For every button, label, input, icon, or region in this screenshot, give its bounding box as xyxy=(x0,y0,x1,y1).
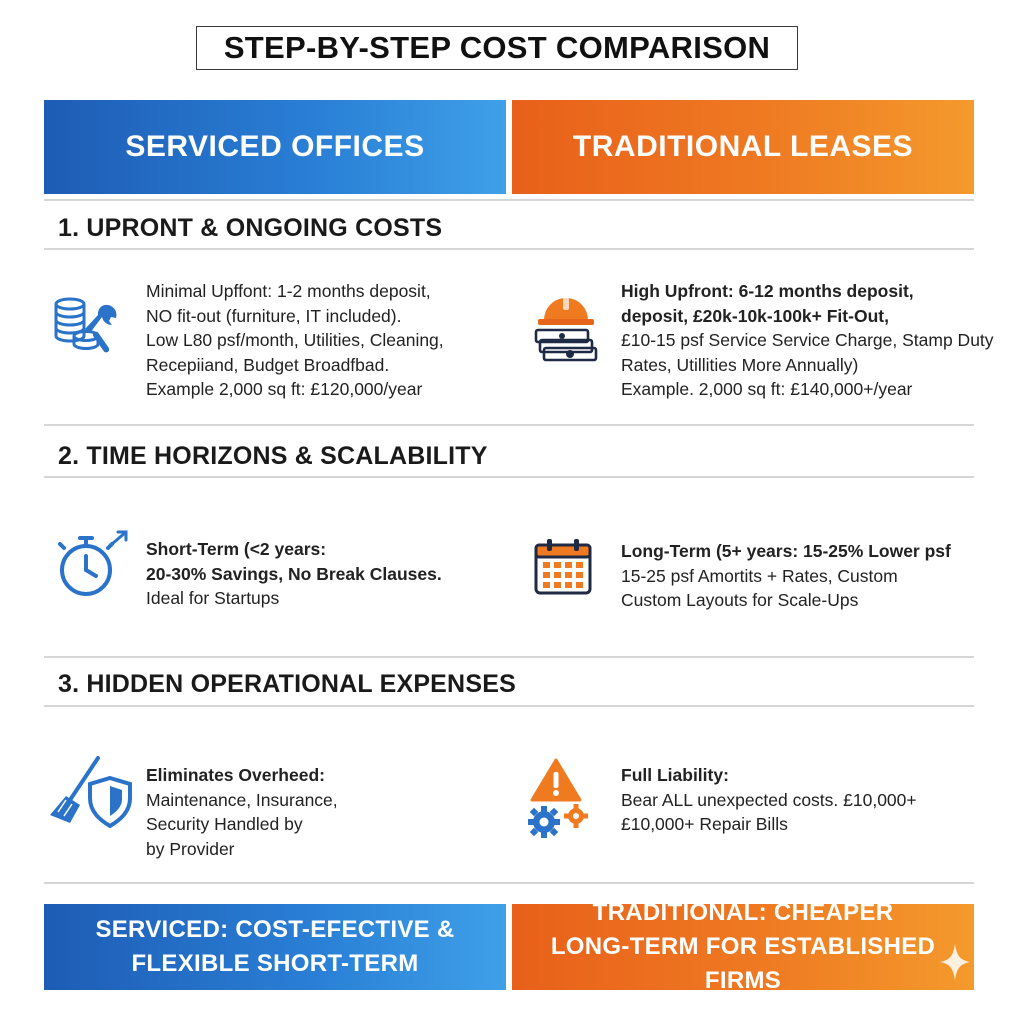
page-title: STEP-BY-STEP COST COMPARISON xyxy=(196,26,798,70)
footer-line: FLEXIBLE SHORT-TERM xyxy=(131,950,419,977)
calendar-icon xyxy=(533,537,593,602)
text-line: deposit, £20k-10k-100k+ Fit-Out, xyxy=(621,305,889,326)
footer-line: TRADITIONAL: CHEAPER xyxy=(592,899,894,926)
text-line: Custom Layouts for Scale-Ups xyxy=(621,590,859,610)
text-line: Eliminates Overheed: xyxy=(146,765,325,785)
text-line: Example 2,000 sq ft: £120,000/year xyxy=(146,379,423,399)
serviced-upfront-text: Minimal Upffont: 1-2 months deposit, NO … xyxy=(146,279,444,402)
text-line: Recepiiand, Budget Broadfbad. xyxy=(146,354,390,375)
text-line: Bear ALL unexpected costs. £10,000+ xyxy=(621,789,917,810)
text-line: Example. 2,000 sq ft: £140,000+/year xyxy=(621,379,913,399)
section-heading-time: 2. TIME HORIZONS & SCALABILITY xyxy=(58,442,488,470)
text-line: 20-30% Savings, No Break Clauses. xyxy=(146,563,442,584)
section-heading-hidden: 3. HIDDEN OPERATIONAL EXPENSES xyxy=(58,670,516,698)
text-line: 15-25 psf Amortits + Rates, Custom xyxy=(621,565,898,586)
divider xyxy=(44,199,974,201)
stopwatch-icon xyxy=(54,530,134,607)
traditional-hidden-text: Full Liability: Bear ALL unexpected cost… xyxy=(621,763,917,837)
text-line: Ideal for Startups xyxy=(146,588,280,608)
broom-shield-icon xyxy=(46,754,136,833)
text-line: Security Handled by xyxy=(146,814,303,834)
divider xyxy=(44,882,974,884)
column-header-traditional: TRADITIONAL LEASES xyxy=(512,100,974,194)
footer-traditional-summary: TRADITIONAL: CHEAPER LONG-TERM FOR ESTAB… xyxy=(512,899,974,994)
serviced-hidden-text: Eliminates Overheed: Maintenance, Insura… xyxy=(146,763,338,861)
text-line: £10,000+ Repair Bills xyxy=(621,814,788,834)
text-line: Minimal Upffont: 1-2 months deposit, xyxy=(146,281,431,301)
divider xyxy=(44,424,974,426)
footer-line: LONG-TERM FOR ESTABLISHED FIRMS xyxy=(550,933,936,994)
section-heading-upfront: 1. UPRONT & ONGOING COSTS xyxy=(58,214,443,242)
text-line: Long-Term (5+ years: 15-25% Lower psf xyxy=(621,541,951,561)
coins-wrench-icon xyxy=(50,292,122,365)
divider xyxy=(44,248,974,250)
serviced-time-text: Short-Term (<2 years: 20-30% Savings, No… xyxy=(146,537,442,611)
text-line: Short-Term (<2 years: xyxy=(146,539,327,559)
column-header-serviced: SERVICED OFFICES xyxy=(44,100,506,194)
footer-line: SERVICED: COST-EFECTIVE & xyxy=(95,916,455,943)
text-line: £10-15 psf Service Service Charge, Stamp… xyxy=(621,330,994,350)
text-line: Rates, Utillities More Annually) xyxy=(621,354,859,375)
text-line: High Upfront: 6-12 months deposit, xyxy=(621,281,914,301)
traditional-time-text: Long-Term (5+ years: 15-25% Lower psf 15… xyxy=(621,539,951,613)
footer-serviced-summary: SERVICED: COST-EFECTIVE & FLEXIBLE SHORT… xyxy=(44,904,506,990)
text-line: Maintenance, Insurance, xyxy=(146,789,338,810)
sparkle-icon xyxy=(940,944,970,985)
traditional-upfront-text: High Upfront: 6-12 months deposit, depos… xyxy=(621,279,994,402)
warning-gears-icon xyxy=(526,756,596,845)
text-line: Full Liability: xyxy=(621,765,729,785)
text-line: NO fit-out (furniture, IT included). xyxy=(146,305,402,326)
divider xyxy=(44,476,974,478)
divider xyxy=(44,656,974,658)
text-line: by Provider xyxy=(146,838,235,859)
text-line: Low L80 psf/month, Utilities, Cleaning, xyxy=(146,330,444,350)
divider xyxy=(44,705,974,707)
hardhat-money-icon xyxy=(530,290,604,367)
